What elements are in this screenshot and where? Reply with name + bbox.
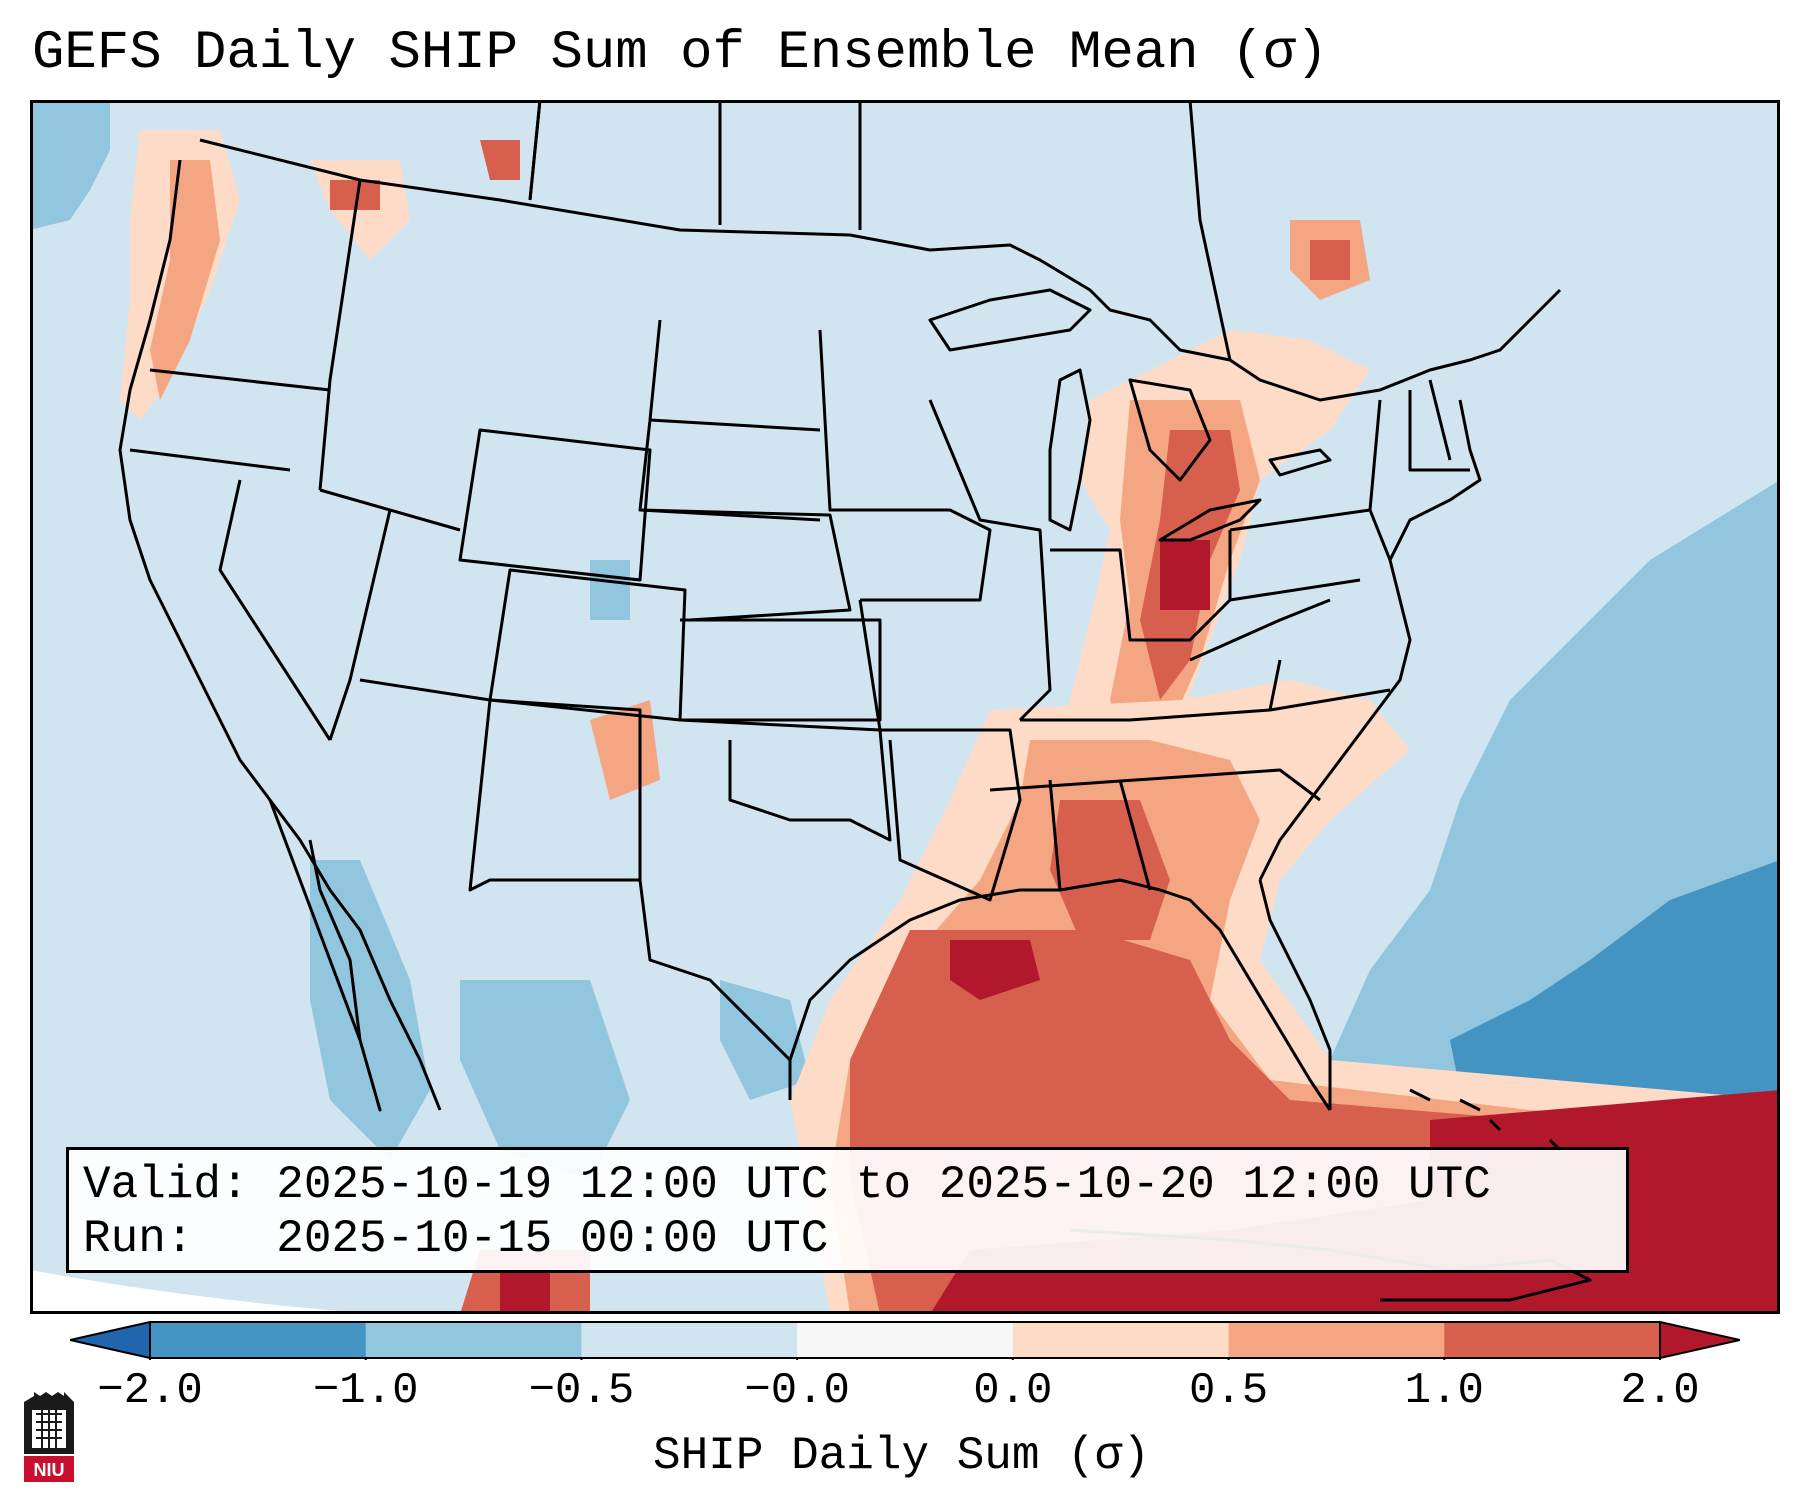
mexico-negative-region-2 — [720, 980, 810, 1100]
colorbar-under-extension — [70, 1320, 151, 1360]
figure-title: GEFS Daily SHIP Sum of Ensemble Mean (σ) — [32, 23, 1329, 84]
colorbar-tick-label: −0.5 — [528, 1366, 635, 1416]
state-line-new-england — [1368, 379, 1470, 511]
state-line-tx — [638, 879, 792, 1062]
colorbar-segment — [1444, 1322, 1661, 1358]
colorbar-segment — [797, 1322, 1014, 1358]
colorbar-tick-label: 0.0 — [973, 1366, 1053, 1416]
niu-logo-text: NIU — [34, 1460, 65, 1480]
colorbar-segment — [150, 1322, 367, 1358]
pacific-coast-moderate-positive — [150, 160, 220, 400]
mexico-south-max — [500, 1270, 550, 1314]
colorbar-segment — [365, 1322, 582, 1358]
state-line-ms-al-ga — [989, 768, 1321, 891]
montana-positive-patch — [480, 140, 520, 180]
atlantic-coastline — [1258, 399, 1482, 881]
boundary-lines — [118, 100, 1592, 1302]
colorbar-tick-label: −2.0 — [97, 1366, 203, 1416]
state-line-wy — [458, 428, 652, 582]
quebec-strong-positive — [1310, 240, 1350, 280]
colorbar-tick-label: 1.0 — [1404, 1366, 1484, 1416]
colorbar-tick-label: −1.0 — [312, 1366, 419, 1416]
state-line-nm — [468, 698, 642, 892]
us-canada-border — [199, 138, 1562, 402]
state-line-va-nc — [1189, 598, 1331, 711]
ohio-max-positive — [1160, 540, 1210, 610]
texas-positive-patch — [590, 700, 660, 800]
colorbar-tick-label: 0.5 — [1188, 1366, 1269, 1416]
state-line-id-mt — [318, 179, 362, 491]
state-line-ut-az — [328, 509, 392, 741]
state-line-west-1 — [319, 488, 461, 532]
colorbar-segment — [1012, 1322, 1230, 1358]
state-line-or-ca — [129, 448, 291, 472]
run-time-text: Run: 2025-10-15 00:00 UTC — [83, 1213, 829, 1265]
pacific-negative-patch — [30, 100, 110, 230]
florida-east-coast — [1258, 879, 1332, 1110]
colorbar-segment — [1228, 1322, 1445, 1358]
lake-erie — [1158, 498, 1262, 542]
colorbar-tick-label: −0.0 — [744, 1366, 850, 1416]
colorbar-tick-label: 2.0 — [1620, 1366, 1700, 1416]
mexico-negative-region — [460, 980, 630, 1180]
canada-province-lines — [528, 100, 1232, 361]
valid-time-text: Valid: 2025-10-19 12:00 UTC to 2025-10-2… — [83, 1159, 1491, 1211]
state-line-wa-or — [149, 368, 331, 392]
mexico-pacific-coast — [328, 889, 442, 1111]
lake-huron — [1128, 378, 1212, 482]
lake-ontario — [1268, 448, 1332, 477]
colorbar-segments — [70, 1320, 1740, 1360]
alabama-strong-positive — [1050, 800, 1170, 940]
colorbar-over-extension — [1659, 1320, 1740, 1360]
map-frame — [30, 100, 1780, 1314]
bahamas-islands — [1409, 1088, 1562, 1152]
colorado-negative-patch — [590, 560, 630, 620]
lake-superior — [928, 288, 1092, 352]
state-line-west-2 — [359, 678, 491, 702]
state-line-wi-il — [928, 399, 1052, 722]
baja-coastline — [268, 799, 382, 1112]
state-line-ky-tn — [1020, 688, 1391, 722]
state-line-ne-ks — [639, 508, 882, 722]
valid-run-info-box: Valid: 2025-10-19 12:00 UTC to 2025-10-2… — [66, 1147, 1629, 1273]
state-line-mo-ar — [858, 599, 1022, 902]
colorbar-frame — [149, 1321, 1661, 1359]
lake-michigan — [1048, 368, 1092, 532]
idaho-strong-positive — [330, 180, 380, 210]
map-panel — [30, 100, 1780, 1314]
colorbar — [70, 1320, 1740, 1360]
projection-edge — [30, 1270, 374, 1314]
colorbar-segment — [581, 1322, 798, 1358]
state-line-in-oh — [1050, 530, 1232, 642]
colorbar-label: SHIP Daily Sum (σ) — [653, 1430, 1150, 1482]
state-line-nv — [218, 479, 332, 741]
gulf-coast-max-positive — [950, 940, 1040, 1000]
gulf-coastline — [788, 878, 1332, 1111]
state-line-mn-ia — [818, 329, 992, 602]
niu-logo: NIU — [24, 1392, 74, 1482]
